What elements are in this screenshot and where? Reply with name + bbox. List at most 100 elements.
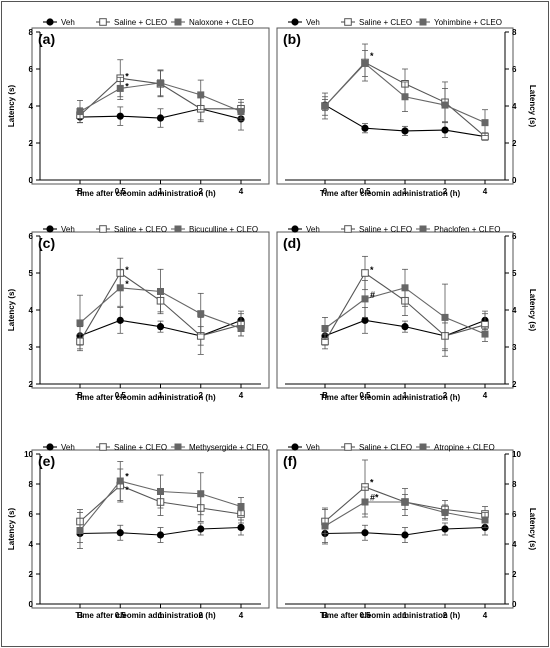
data-point <box>76 108 84 116</box>
legend: Veh Saline + CLEO Yohimbine + CLEO <box>288 18 502 27</box>
legend-label: Veh <box>306 18 320 27</box>
y-tick-label: 5 <box>512 269 517 278</box>
x-tick-label: 2 <box>199 391 204 400</box>
legend-label: Veh <box>61 443 75 452</box>
data-point <box>401 127 409 135</box>
x-tick-label: B <box>77 611 83 620</box>
data-point <box>321 324 329 332</box>
data-point <box>361 59 369 67</box>
significance-mark: * <box>370 51 374 61</box>
significance-mark: * <box>125 472 129 482</box>
data-point <box>401 323 409 331</box>
legend-label: Veh <box>306 225 320 234</box>
y-axis-title: Latency (s) <box>528 508 537 551</box>
x-tick-label: 2 <box>199 187 204 196</box>
data-point <box>321 102 329 110</box>
data-point <box>76 319 84 327</box>
data-point <box>156 114 165 122</box>
legend-marker <box>344 443 352 451</box>
x-tick-label: B <box>77 187 83 196</box>
panel-frame <box>31 449 270 609</box>
y-tick-label: 6 <box>29 232 34 241</box>
significance-mark: # <box>370 290 375 300</box>
legend-marker <box>291 18 299 26</box>
data-point <box>361 529 369 537</box>
significance-mark: #* <box>370 493 379 503</box>
x-tick-label: 0.5 <box>359 391 371 400</box>
data-point <box>441 508 449 516</box>
x-tick-label: B <box>322 391 328 400</box>
data-point <box>237 502 245 510</box>
legend-label: Saline + CLEO <box>114 18 167 27</box>
y-tick-label: 8 <box>512 28 517 37</box>
legend: Veh Saline + CLEO Bicuculline + CLEO <box>43 225 258 234</box>
y-tick-label: 2 <box>512 380 517 389</box>
legend-marker <box>174 18 182 26</box>
panel-label: (d) <box>283 235 301 251</box>
data-point <box>156 79 164 87</box>
x-tick-label: B <box>77 391 83 400</box>
significance-mark: * <box>125 82 129 92</box>
legend-label: Veh <box>61 18 75 27</box>
legend-marker <box>99 443 107 451</box>
y-axis-title: Latency (s) <box>528 289 537 332</box>
legend-marker <box>344 225 352 233</box>
panel-label: (c) <box>38 235 55 251</box>
significance-mark: * <box>125 71 129 81</box>
legend-marker <box>344 18 352 26</box>
y-tick-label: 4 <box>512 540 517 549</box>
y-axis-title: Latency (s) <box>528 85 537 128</box>
y-tick-label: 0 <box>29 600 34 609</box>
data-point <box>116 316 124 324</box>
y-tick-label: 10 <box>24 450 33 459</box>
data-point <box>441 101 449 109</box>
y-tick-label: 5 <box>29 269 34 278</box>
legend-marker <box>419 18 427 26</box>
x-axis-title: Time after cleomin administration (h) <box>75 393 216 402</box>
legend-marker <box>419 443 427 451</box>
data-point <box>361 316 369 324</box>
legend-label: Naloxone + CLEO <box>189 18 254 27</box>
x-tick-label: 1 <box>158 611 163 620</box>
legend-marker <box>419 225 427 233</box>
legend: Veh Saline + CLEO Methysergide + CLEO <box>43 443 268 452</box>
data-point <box>116 84 124 92</box>
y-tick-label: 2 <box>512 139 517 148</box>
x-tick-label: 2 <box>443 611 448 620</box>
data-point <box>441 126 449 134</box>
y-tick-label: 0 <box>512 600 517 609</box>
legend-marker <box>291 443 299 451</box>
legend-label: Atropine + CLEO <box>434 443 495 452</box>
y-tick-label: 6 <box>29 510 34 519</box>
x-axis-title: Time after cleomin administration (h) <box>320 611 461 620</box>
x-tick-label: 2 <box>199 611 204 620</box>
legend-marker <box>174 443 182 451</box>
data-point <box>481 330 489 338</box>
series-drug <box>76 461 245 549</box>
y-tick-label: 4 <box>512 102 517 111</box>
legend-label: Saline + CLEO <box>114 443 167 452</box>
chart-panel: 2 3 4 5 6 B 0.5 1 2 4 Time after cleomin administr… <box>276 225 537 402</box>
legend-label: Saline + CLEO <box>359 443 412 452</box>
panel-label: (f) <box>283 453 297 469</box>
y-tick-label: 2 <box>512 570 517 579</box>
data-point <box>156 323 165 331</box>
legend-marker <box>46 443 54 451</box>
data-point <box>237 523 245 532</box>
y-tick-label: 0 <box>512 176 517 185</box>
data-point <box>76 527 84 535</box>
data-point <box>116 477 124 485</box>
significance-mark: * <box>125 265 129 275</box>
y-tick-label: 4 <box>29 306 34 315</box>
data-point <box>361 295 369 303</box>
data-point <box>361 269 369 277</box>
panel-frame <box>276 231 514 389</box>
x-tick-label: 1 <box>403 611 408 620</box>
data-point <box>156 287 164 295</box>
y-tick-label: 3 <box>29 343 34 352</box>
y-tick-label: 6 <box>29 65 34 74</box>
data-point <box>321 522 329 530</box>
series-veh <box>76 519 245 543</box>
